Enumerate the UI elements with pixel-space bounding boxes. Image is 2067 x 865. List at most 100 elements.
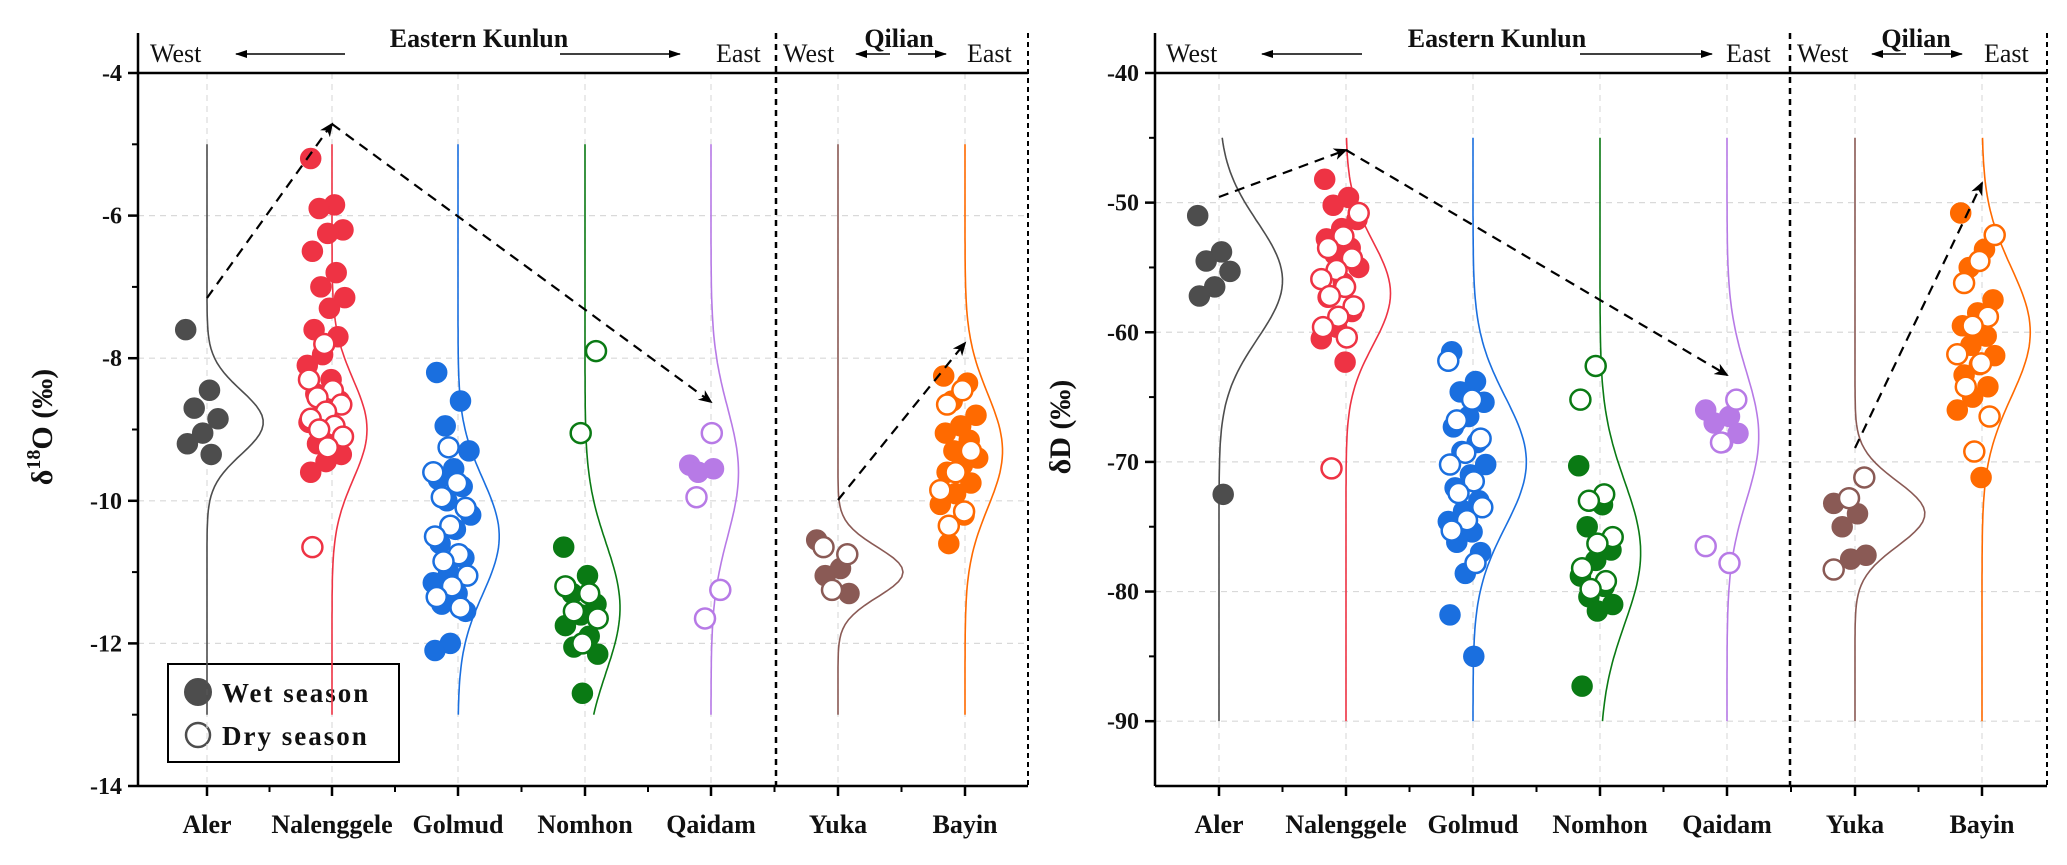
right-category-label-aler: Aler bbox=[1194, 810, 1243, 839]
right-dry-point-yuka bbox=[1853, 466, 1876, 489]
right-dry-point-bayin bbox=[1969, 352, 1993, 375]
right-dry-point-golmud bbox=[1471, 496, 1494, 519]
legend-wet-marker bbox=[184, 678, 212, 706]
left-wet-point-nalenggele bbox=[308, 197, 330, 220]
right-distribution-aler bbox=[1218, 137, 1284, 722]
left-y-tick-label: -4 bbox=[102, 61, 122, 87]
left-distribution-golmud bbox=[457, 144, 501, 715]
right-wet-point-nomhon bbox=[1567, 455, 1590, 477]
right-dry-point-yuka bbox=[1822, 558, 1845, 581]
right-wet-point-yuka bbox=[1839, 548, 1862, 570]
left-dry-point-nalenggele bbox=[297, 368, 321, 391]
right-panel: δD (‰) West Eastern Kunlun East West Qil… bbox=[1044, 24, 2030, 474]
left-dry-point-nomhon bbox=[577, 582, 601, 605]
left-west-label: West bbox=[150, 39, 202, 68]
left-trend-arrow bbox=[331, 123, 713, 404]
right-dry-point-qaidam bbox=[1694, 534, 1717, 558]
left-eastern-kunlun-label: Eastern Kunlun bbox=[390, 24, 569, 53]
right-category-label-bayin: Bayin bbox=[1949, 810, 2015, 839]
left-category-label-nalenggele: Nalenggele bbox=[271, 810, 392, 839]
left-category-label-golmud: Golmud bbox=[412, 810, 504, 839]
right-dry-point-nalenggele bbox=[1335, 326, 1359, 349]
left-wet-point-nalenggele bbox=[310, 276, 332, 298]
left-wet-point-nalenggele bbox=[316, 222, 339, 245]
left-wet-point-qaidam bbox=[687, 461, 709, 484]
right-wet-point-qaidam bbox=[1703, 412, 1725, 434]
right-wet-point-golmud bbox=[1463, 645, 1485, 668]
left-dry-point-golmud bbox=[445, 471, 469, 495]
right-dry-point-bayin bbox=[1978, 405, 2001, 428]
left-dry-point-nalenggele bbox=[307, 418, 331, 441]
right-wet-point-bayin bbox=[1977, 375, 1999, 398]
left-dry-point-qaidam bbox=[700, 421, 724, 445]
right-distribution-nomhon bbox=[1599, 137, 1642, 722]
right-wet-point-bayin bbox=[1970, 466, 1992, 489]
left-wet-point-aler bbox=[176, 433, 199, 455]
left-dry-point-yuka bbox=[812, 535, 835, 559]
left-y-tick-label: -8 bbox=[102, 346, 122, 372]
left-wet-point-bayin bbox=[932, 365, 955, 387]
right-wet-point-aler bbox=[1212, 483, 1234, 506]
left-dry-point-bayin bbox=[935, 393, 959, 416]
legend: Wet season Dry season bbox=[167, 663, 400, 763]
left-dry-point-golmud bbox=[430, 485, 454, 509]
left-dry-point-golmud bbox=[425, 585, 448, 609]
right-wet-point-bayin bbox=[1946, 399, 1969, 421]
left-dry-point-golmud bbox=[440, 575, 464, 598]
right-dry-point-nomhon bbox=[1579, 577, 1602, 601]
left-trend-arrow bbox=[206, 122, 334, 299]
right-dry-point-qaidam bbox=[1718, 551, 1741, 575]
right-dry-point-golmud bbox=[1438, 453, 1462, 476]
left-wet-point-aler bbox=[198, 379, 221, 402]
right-dry-point-nomhon bbox=[1584, 354, 1607, 378]
left-dry-point-golmud bbox=[456, 564, 479, 587]
right-y-tick-label: -90 bbox=[1107, 709, 1139, 735]
left-dry-point-nalenggele bbox=[313, 332, 336, 356]
left-category-label-bayin: Bayin bbox=[932, 810, 998, 839]
left-wet-point-golmud bbox=[425, 361, 448, 384]
right-dry-point-nomhon bbox=[1569, 388, 1592, 411]
right-y-axis-label: δD (‰) bbox=[1044, 380, 1077, 475]
left-wet-point-golmud bbox=[424, 639, 446, 662]
right-wet-point-aler bbox=[1186, 204, 1209, 227]
left-dry-point-bayin bbox=[929, 478, 952, 502]
left-west-label-qilian: West bbox=[783, 39, 835, 68]
left-dry-point-nalenggele bbox=[316, 436, 339, 459]
right-wet-point-golmud bbox=[1439, 604, 1461, 626]
right-dry-point-golmud bbox=[1445, 409, 1469, 432]
left-dry-point-nomhon bbox=[569, 421, 592, 445]
right-dry-point-bayin bbox=[1961, 314, 1984, 338]
left-dry-point-nomhon bbox=[586, 607, 609, 630]
right-trend-arrow bbox=[1345, 149, 1729, 377]
left-dry-point-yuka bbox=[820, 578, 844, 602]
left-dry-point-nomhon bbox=[554, 575, 577, 598]
left-category-label-nomhon: Nomhon bbox=[537, 810, 633, 839]
right-wet-point-golmud bbox=[1474, 453, 1497, 476]
right-dry-point-nalenggele bbox=[1342, 295, 1365, 318]
left-wet-point-aler bbox=[191, 422, 214, 444]
legend-dry-marker bbox=[184, 721, 212, 749]
right-dry-point-qaidam bbox=[1725, 388, 1748, 411]
left-wet-point-nalenggele bbox=[318, 297, 341, 320]
left-dry-point-bayin bbox=[951, 379, 974, 402]
left-dry-point-yuka bbox=[836, 543, 859, 566]
right-east-label-qilian: East bbox=[1984, 39, 2030, 68]
right-dry-point-nalenggele bbox=[1347, 201, 1370, 225]
right-distribution-yuka bbox=[1854, 137, 1926, 722]
right-wet-point-nomhon bbox=[1571, 675, 1593, 697]
left-dry-point-nomhon bbox=[571, 632, 594, 655]
left-y-tick-label: -12 bbox=[90, 631, 122, 657]
left-wet-point-bayin bbox=[960, 472, 982, 494]
left-wet-point-golmud bbox=[449, 390, 472, 412]
right-wet-point-aler bbox=[1195, 250, 1217, 272]
left-dry-point-qaidam bbox=[685, 485, 708, 509]
right-east-label-kunlun: East bbox=[1726, 39, 1772, 68]
legend-dry-label: Dry season bbox=[222, 721, 369, 751]
left-wet-point-nalenggele bbox=[325, 261, 347, 284]
chart-marks: -4 -6 -8 -10 -12 -14 Aler Nalenggele Golmud Nomho… bbox=[90, 33, 2048, 839]
right-dry-point-golmud bbox=[1454, 441, 1477, 465]
right-qilian-label: Qilian bbox=[1881, 24, 1951, 53]
left-plot: -4 -6 -8 -10 -12 -14 Aler Nalenggele Golmud Nomho… bbox=[90, 33, 1029, 839]
left-wet-point-nomhon bbox=[586, 643, 609, 665]
